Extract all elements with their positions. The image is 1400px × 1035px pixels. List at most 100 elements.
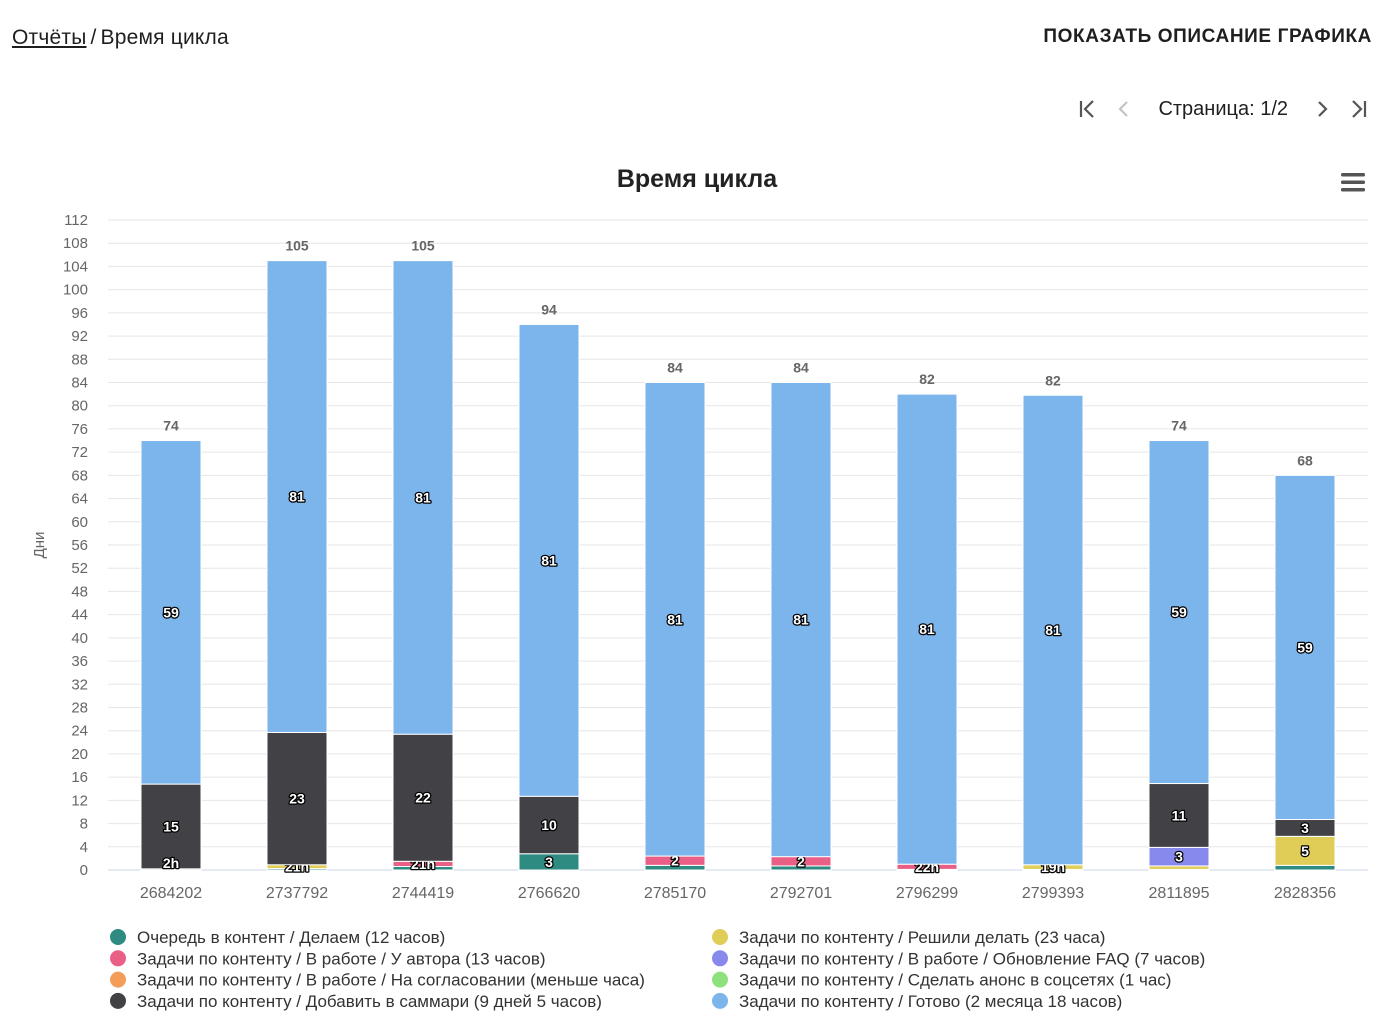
cycle-time-chart: Время цикла Дни 048121620242832364044485… [0,150,1400,1030]
bar-stack-2796299: 22h8182 [897,371,957,875]
legend-label: Задачи по контенту / Сделать анонс в соц… [739,971,1171,990]
y-tick-label: 96 [71,305,88,322]
y-tick-label: 32 [71,676,88,693]
y-tick-label: 28 [71,700,88,717]
y-tick-label: 8 [80,816,88,833]
legend-item-announce[interactable]: Задачи по контенту / Сделать анонс в соц… [712,971,1171,990]
y-tick-label: 72 [71,444,88,461]
bar-stack-2792701: 28184 [771,360,831,871]
data-label: 81 [667,611,683,627]
legend-label: Задачи по контенту / В работе / Обновлен… [739,949,1205,968]
legend: Очередь в контент / Делаем (12 часов) Зад… [110,928,1205,1011]
total-label: 84 [793,360,809,376]
bar-stack-2785170: 28184 [645,360,705,871]
bar-stack-2799393: 19h8182 [1023,372,1083,875]
x-tick-label: 2796299 [896,885,958,902]
total-label: 82 [919,371,935,387]
data-label: 59 [1297,639,1313,655]
y-tick-label: 80 [71,398,88,415]
y-tick-label: 36 [71,653,88,670]
data-label: 81 [793,612,809,628]
x-tick-label: 2766620 [518,885,580,902]
pagination: Страница: 1/2 [1074,94,1372,124]
x-tick-label: 2792701 [770,885,832,902]
legend-label: Задачи по контенту / Решили делать (23 ч… [739,928,1105,947]
total-label: 74 [1171,418,1187,434]
legend-label: Задачи по контенту / В работе / На согла… [137,971,645,990]
y-tick-label: 12 [71,792,88,809]
data-label: 81 [289,489,305,505]
y-tick-label: 24 [71,723,88,740]
chart-menu-button[interactable] [1336,168,1370,198]
legend-marker [712,993,728,1009]
legend-marker [712,972,728,988]
y-tick-label: 20 [71,746,88,763]
breadcrumb-reports-link[interactable]: Отчёты [12,26,87,49]
first-page-button[interactable] [1074,95,1102,123]
data-label: 23 [289,791,305,807]
y-tick-label: 112 [64,212,88,229]
y-tick-label: 76 [71,421,88,438]
y-tick-label: 56 [71,537,88,554]
y-tick-label: 64 [71,491,88,508]
legend-marker [110,950,126,966]
previous-page-button[interactable] [1110,95,1138,123]
breadcrumb-current: Время цикла [101,26,229,49]
legend-item-queue[interactable]: Очередь в контент / Делаем (12 часов) [110,928,445,947]
legend-item-done[interactable]: Задачи по контенту / Готово (2 месяца 18… [712,992,1122,1011]
data-label: 81 [415,489,431,505]
data-label: 59 [1171,604,1187,620]
legend-item-faq[interactable]: Задачи по контенту / В работе / Обновлен… [712,949,1205,968]
y-tick-label: 104 [63,258,88,275]
y-axis-ticks: 0481216202428323640444852566064687276808… [63,212,88,879]
y-tick-label: 48 [71,583,88,600]
legend-item-author[interactable]: Задачи по контенту / В работе / У автора… [110,949,546,968]
legend-marker [110,993,126,1009]
legend-marker [110,972,126,988]
y-tick-label: 100 [63,282,88,299]
chart-title: Время цикла [617,165,778,193]
last-page-button[interactable] [1344,95,1372,123]
bar-stack-2744419: 21h2281105 [393,238,453,872]
show-chart-description-button[interactable]: ПОКАЗАТЬ ОПИСАНИЕ ГРАФИКА [1043,26,1372,48]
y-tick-label: 40 [71,630,88,647]
page-indicator: Страница: 1/2 [1158,98,1288,121]
x-tick-label: 2799393 [1022,885,1084,902]
data-label: 81 [541,552,557,568]
data-label: 5 [1301,843,1309,859]
y-tick-label: 16 [71,769,88,786]
x-tick-label: 2737792 [266,885,328,902]
legend-marker [712,929,728,945]
x-axis-ticks: 2684202273779227444192766620278517027927… [140,885,1336,902]
bar-segment-decided [1149,866,1209,869]
total-label: 74 [163,418,179,434]
total-label: 105 [285,238,309,254]
legend-item-approval[interactable]: Задачи по контенту / В работе / На согла… [110,971,645,990]
legend-marker [110,929,126,945]
y-tick-label: 4 [80,839,88,856]
y-tick-label: 60 [71,514,88,531]
y-tick-label: 92 [71,328,88,345]
next-page-button[interactable] [1308,95,1336,123]
legend-label: Задачи по контенту / Добавить в саммари … [137,992,602,1011]
data-label: 2h [163,855,179,871]
chevron-left-icon [1113,98,1135,120]
data-label: 3 [1175,849,1183,865]
legend-item-decided[interactable]: Задачи по контенту / Решили делать (23 ч… [712,928,1105,947]
data-label: 59 [163,604,179,620]
data-label: 81 [1045,622,1061,638]
bar-stack-2684202: 15592h74 [141,418,201,871]
legend-label: Задачи по контенту / В работе / У автора… [137,949,546,968]
legend-item-summary[interactable]: Задачи по контенту / Добавить в саммари … [110,992,602,1011]
breadcrumb-separator: / [91,26,97,49]
total-label: 82 [1045,372,1061,388]
data-label: 3 [545,854,553,870]
last-page-icon [1347,98,1369,120]
data-label: 3 [1301,820,1309,836]
chevron-right-icon [1311,98,1333,120]
y-tick-label: 84 [71,375,88,392]
x-tick-label: 2744419 [392,885,454,902]
data-label: 81 [919,621,935,637]
x-tick-label: 2811895 [1148,885,1209,902]
bars: 15592h7421h238110521h2281105310819428184… [141,238,1335,875]
